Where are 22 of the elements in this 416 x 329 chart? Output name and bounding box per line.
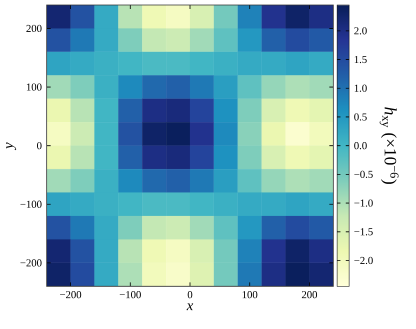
x-axis-title: x (186, 303, 194, 310)
color-bar-label: −2.0 (354, 256, 373, 264)
y-tick-label: 0 (37, 142, 42, 150)
y-axis-title: y (6, 142, 16, 150)
color-bar-label: −1.0 (354, 199, 373, 207)
y-tick-label: 200 (26, 24, 42, 32)
color-bar-label: −0.5 (354, 170, 373, 178)
x-tick-label: −200 (60, 291, 82, 298)
y-tick-label: −200 (20, 259, 42, 266)
color-bar-label: 0.0 (354, 142, 367, 150)
color-bar-label: 2.0 (354, 27, 367, 34)
y-tick-label: −100 (20, 200, 42, 208)
color-bar-label: 0.5 (354, 113, 367, 121)
x-tick-label: 100 (242, 291, 258, 298)
color-bar-label: 1.5 (354, 56, 367, 64)
color-bar-label: 1.0 (354, 84, 367, 92)
y-tick-label: 100 (26, 83, 42, 91)
x-tick-label: 0 (188, 291, 192, 298)
x-tick-label: −100 (120, 291, 141, 298)
color-bar-title: h$_{xy}$ (×10$^{−6}$) (380, 107, 399, 184)
color-bar-label: −1.5 (354, 228, 373, 236)
x-tick-label: 200 (302, 291, 318, 298)
